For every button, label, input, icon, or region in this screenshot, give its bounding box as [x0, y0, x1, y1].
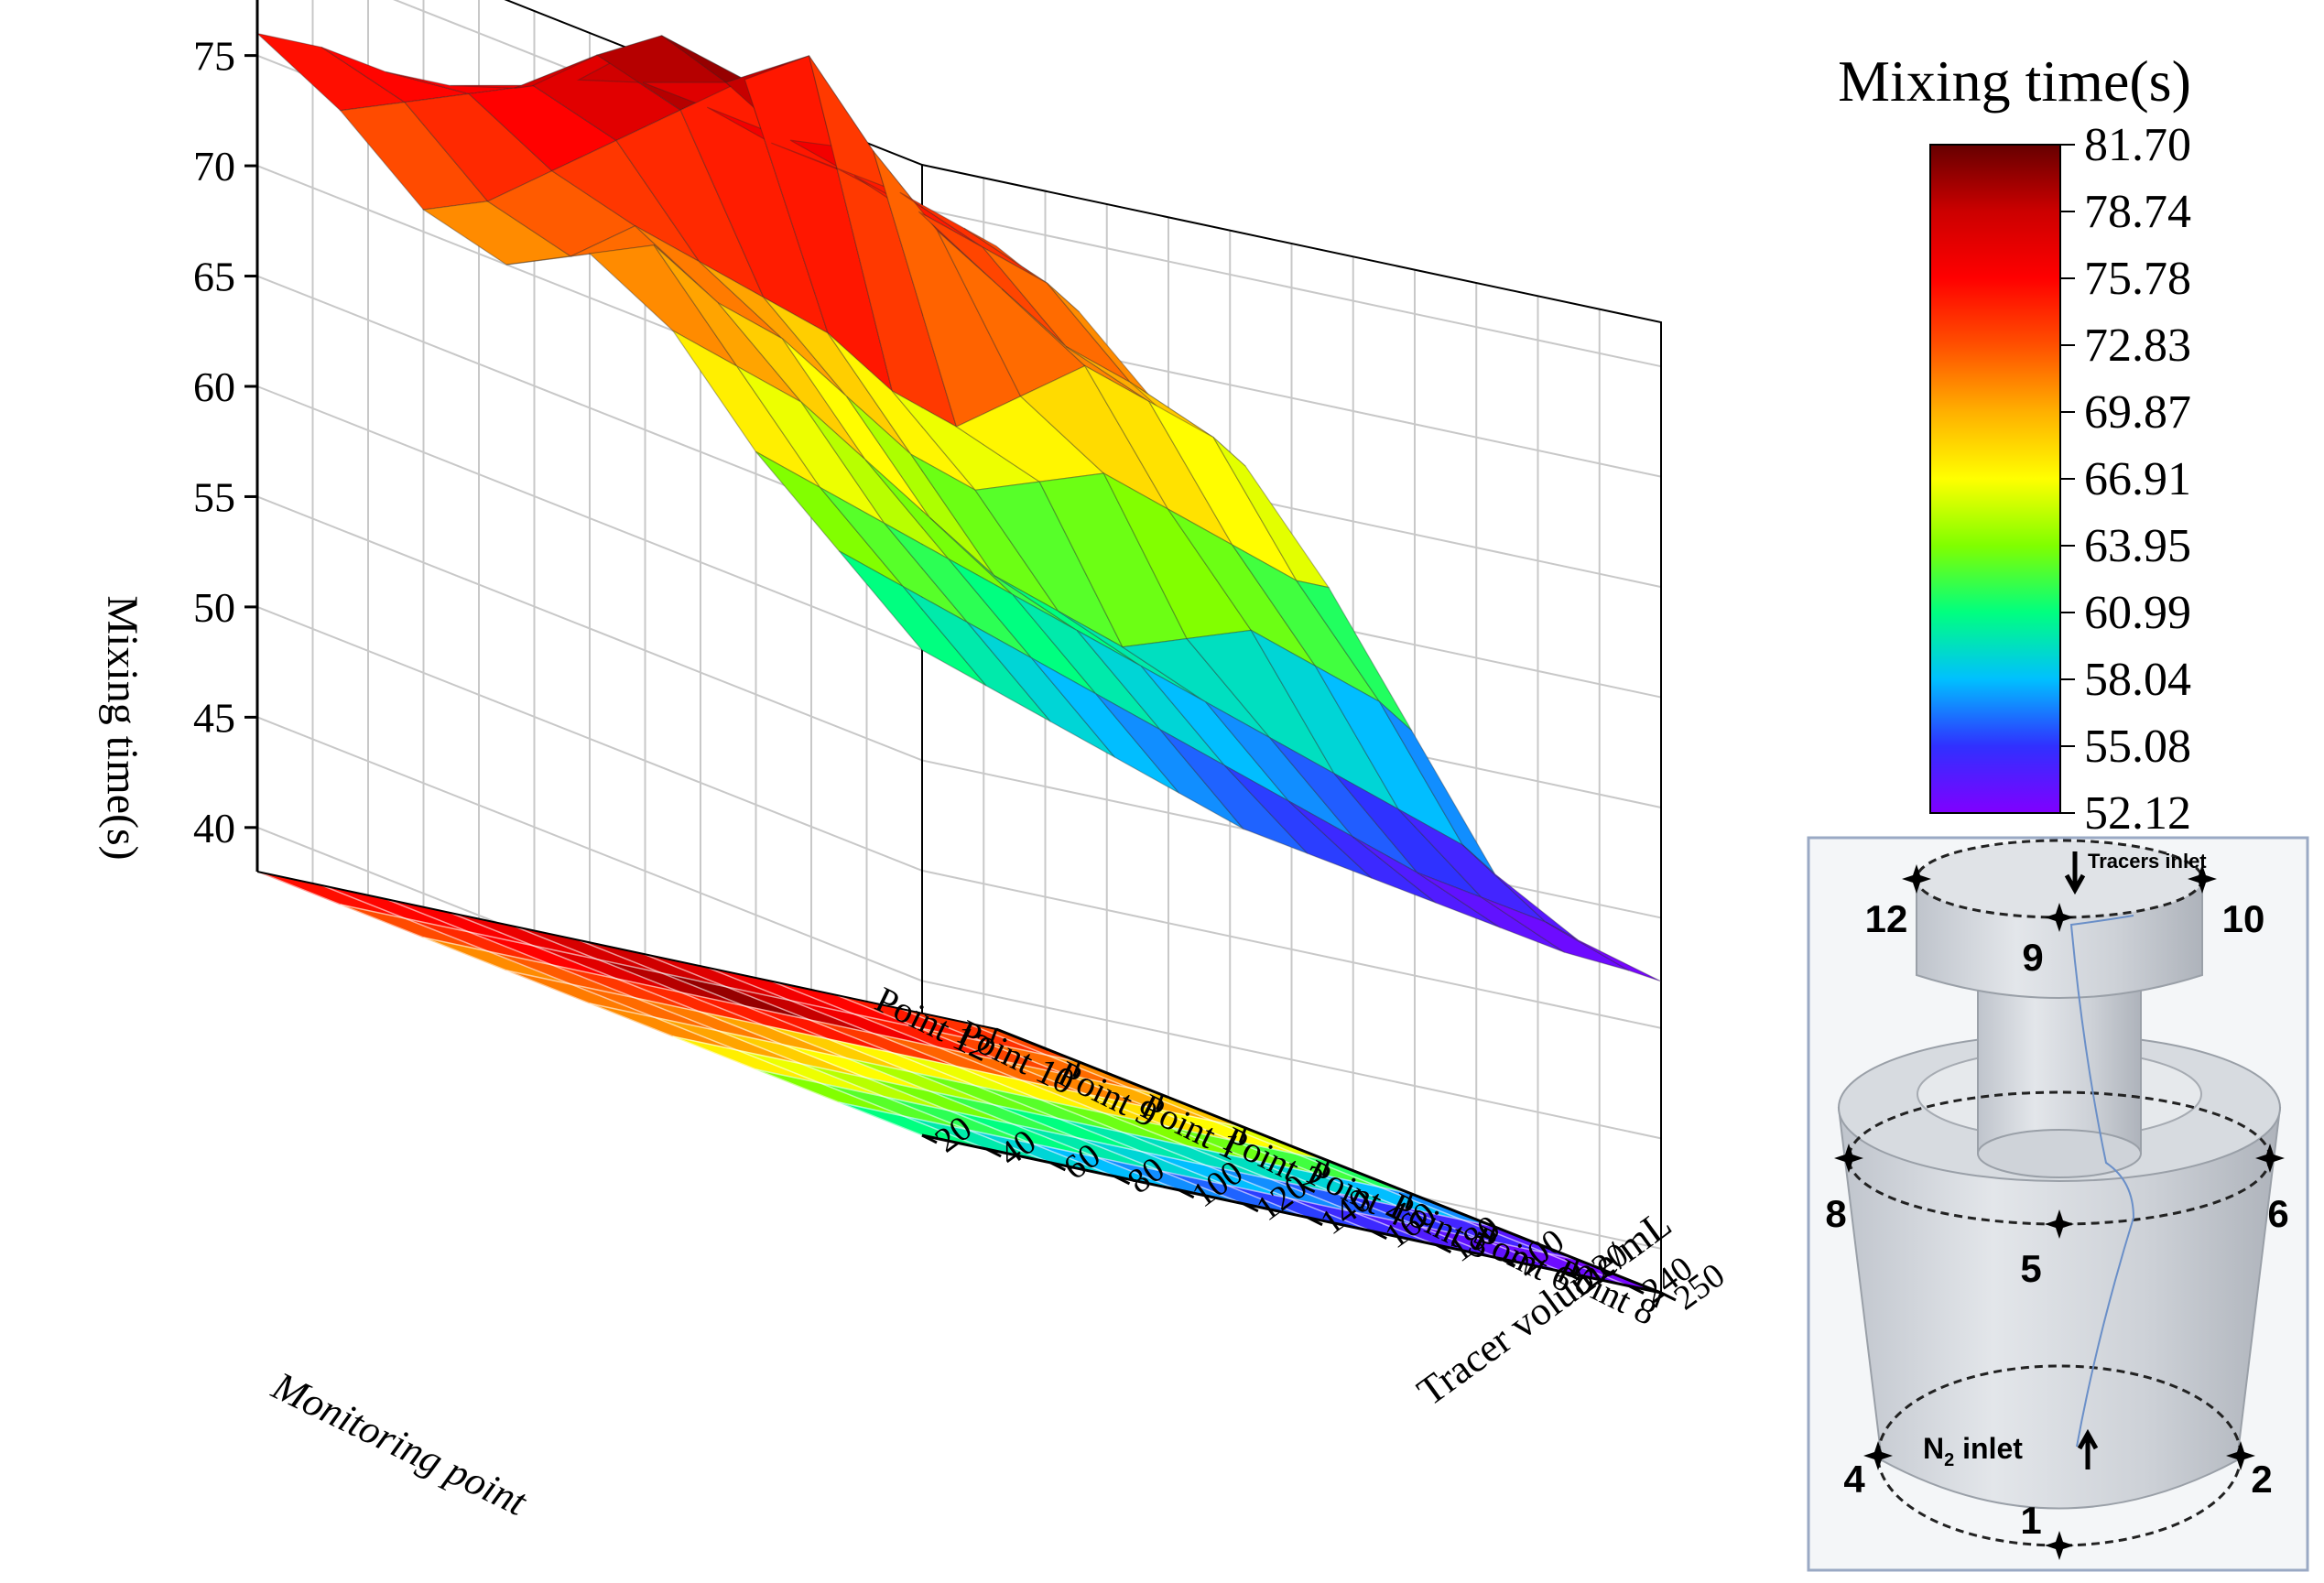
- y-tick: [1435, 1243, 1452, 1253]
- x-tick: [1405, 1193, 1414, 1209]
- tracers-inlet-arrow: [2064, 851, 2086, 895]
- n2-inlet-label: N2 inlet: [1923, 1432, 2023, 1470]
- floor-edge: [256, 871, 1662, 1294]
- lower-cone-body: [1837, 1107, 2282, 1510]
- floor-grid-line: [642, 953, 1309, 1219]
- surface-cell: [1545, 921, 1662, 982]
- y-tick: [1178, 1188, 1195, 1199]
- z-tick-label: 70: [193, 143, 235, 190]
- tracers-inlet-label: Tracers inlet: [2088, 850, 2207, 873]
- monitoring-point-star-icon: [2045, 903, 2074, 932]
- y-tick: [1113, 1175, 1131, 1186]
- monitoring-point-star-icon: [1863, 1441, 1893, 1470]
- n2-inlet-arrow: [2077, 1428, 2099, 1469]
- y-tick: [1499, 1257, 1516, 1267]
- middle-tube-bottom: [1977, 1129, 2142, 1178]
- monitoring-point-star-icon: [1834, 1144, 1863, 1173]
- y-tick: [1660, 1291, 1677, 1302]
- x-tick: [1321, 1160, 1330, 1176]
- colorbar-tick-label: 78.74: [2084, 186, 2191, 238]
- x-tick: [1238, 1127, 1247, 1144]
- monitoring-point-star-icon: [2255, 1144, 2285, 1173]
- colorbar-tick-label: 52.12: [2084, 787, 2191, 840]
- floor-grid-line: [320, 884, 987, 1150]
- y-tick: [1628, 1285, 1645, 1295]
- z-tick-label: 60: [193, 363, 235, 410]
- colorbar-tick-label: 60.99: [2084, 587, 2191, 639]
- point-label-10: 10: [2222, 897, 2265, 940]
- point-label-4: 4: [1843, 1458, 1865, 1501]
- x-tick: [1654, 1292, 1663, 1308]
- colorbar-title: Mixing time(s): [1838, 49, 2191, 114]
- floor-grid-line: [386, 898, 1051, 1164]
- z-tick-label: 55: [193, 473, 235, 520]
- x-tick: [1072, 1061, 1081, 1078]
- flow-path-line: [2069, 915, 2135, 1447]
- floor-grid-line: [256, 871, 923, 1136]
- x-tick: [1156, 1094, 1164, 1111]
- axes: [244, 0, 1677, 1308]
- monitoring-point-star-icon: [2045, 1209, 2074, 1239]
- monitoring-point-star-icon: [2188, 864, 2217, 894]
- monitoring-point-star-icon: [1902, 864, 1931, 894]
- point-label-9: 9: [2022, 936, 2043, 979]
- floor-grid-line: [835, 993, 1501, 1260]
- z-tick-label: 75: [193, 33, 235, 80]
- floor-grid-line: [578, 939, 1244, 1205]
- x-tick: [989, 1028, 998, 1045]
- x-axis-title: Monitoring point: [265, 1362, 535, 1525]
- reactor-diagram-inset: Tracers inlet N2 inlet 12 9 10 8 5 6 4 1…: [1807, 836, 2309, 1572]
- y-tick: [1307, 1216, 1323, 1227]
- z-axis-title: Mixing time(s): [98, 595, 147, 860]
- floor-grid-line: [899, 1007, 1566, 1274]
- point-label-6: 6: [2267, 1192, 2288, 1235]
- colorbar-tick-label: 75.78: [2084, 253, 2191, 305]
- floor-grid-line: [450, 912, 1115, 1177]
- floor-grid-line: [771, 980, 1437, 1246]
- z-tick-label: 45: [193, 694, 235, 741]
- point-label-12: 12: [1865, 897, 1908, 940]
- y-axis-line: [921, 1133, 1662, 1295]
- colorbar-tick-label: 69.87: [2084, 386, 2191, 439]
- colorbar-tick-label: 63.95: [2084, 520, 2191, 572]
- colorbar-gradient: [1929, 144, 2061, 814]
- point-label-8: 8: [1825, 1192, 1846, 1235]
- floor-grid-line: [514, 926, 1179, 1191]
- floor-grid-line: [963, 1021, 1630, 1287]
- point-label-2: 2: [2251, 1458, 2272, 1501]
- y-tick: [921, 1133, 938, 1144]
- colorbar: Mixing time(s) 81.70 78.74 75.78 72.83 69.87…: [1838, 49, 2191, 840]
- x-tick: [1488, 1226, 1496, 1242]
- x-tick: [1570, 1259, 1580, 1275]
- colorbar-tick-label: 81.70: [2084, 119, 2191, 171]
- colorbar-tick-label: 72.83: [2084, 320, 2191, 372]
- y-tick: [1049, 1161, 1067, 1172]
- z-tick-label: 50: [193, 584, 235, 631]
- y-tick: [1564, 1271, 1580, 1281]
- monitoring-point-star-icon: [2045, 1531, 2074, 1560]
- colorbar-tick-label: 66.91: [2084, 453, 2191, 505]
- floor-grid-line: [706, 966, 1373, 1232]
- point-label-1: 1: [2020, 1499, 2041, 1542]
- y-tick: [985, 1147, 1002, 1158]
- monitoring-point-star-icon: [2226, 1441, 2255, 1470]
- colorbar-tick-label: 55.08: [2084, 721, 2191, 773]
- z-tick-label: 40: [193, 805, 235, 851]
- colorbar-tick-label: 58.04: [2084, 654, 2191, 706]
- y-tick: [1371, 1230, 1387, 1241]
- surface-mesh: [255, 32, 1662, 982]
- y-tick: [1243, 1202, 1259, 1213]
- z-tick-label: 65: [193, 254, 235, 300]
- floor-contour-map: [256, 871, 1662, 1294]
- point-label-5: 5: [2020, 1247, 2041, 1290]
